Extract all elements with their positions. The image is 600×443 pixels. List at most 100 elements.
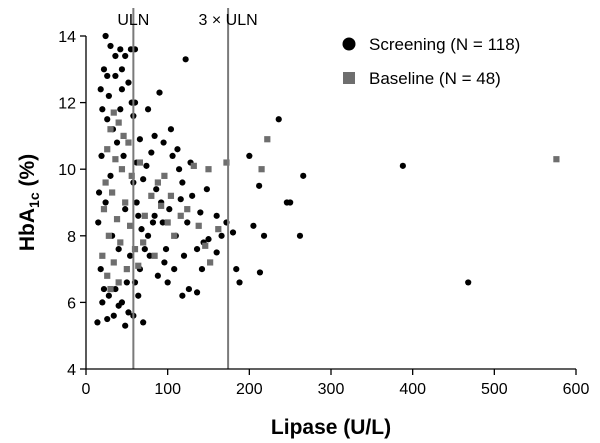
- data-point-screening: [112, 72, 119, 80]
- data-point-screening: [122, 52, 129, 60]
- data-point-screening: [169, 152, 176, 159]
- data-point-baseline: [264, 136, 271, 143]
- data-point-screening: [153, 186, 160, 193]
- data-point-screening: [185, 285, 192, 293]
- x-tick-label: 200: [236, 381, 263, 398]
- data-point-baseline: [100, 206, 108, 213]
- data-point-baseline: [148, 192, 155, 199]
- data-point-baseline: [131, 246, 139, 253]
- x-tick-label: 0: [82, 381, 91, 398]
- data-point-baseline: [161, 172, 168, 179]
- data-point-baseline: [123, 266, 130, 273]
- data-point-baseline: [112, 156, 119, 163]
- data-point-screening: [112, 52, 119, 60]
- data-point-screening: [174, 146, 181, 153]
- legend: Screening (N = 118) Baseline (N = 48): [342, 35, 520, 88]
- data-point-screening: [118, 299, 126, 306]
- x-tick-label: 600: [563, 381, 590, 398]
- data-point-baseline: [110, 109, 117, 116]
- data-point-baseline: [107, 126, 114, 133]
- axes: 0 100 200 300 400 500 600 4 6 8 10 12 14: [58, 29, 589, 398]
- data-point-screening: [182, 56, 189, 63]
- data-point-screening: [99, 106, 106, 113]
- y-axis-title: HbA1c (%): [16, 154, 42, 251]
- data-point-screening: [104, 116, 111, 123]
- data-point-screening: [162, 246, 170, 253]
- reference-label-3x-uln: 3 × ULN: [199, 12, 258, 29]
- data-point-screening: [160, 139, 167, 146]
- data-point-screening: [94, 319, 101, 326]
- data-point-baseline: [125, 139, 132, 146]
- reference-lines: ULN 3 × ULN: [117, 8, 258, 369]
- data-point-screening: [151, 212, 158, 219]
- data-point-screening: [99, 299, 106, 306]
- data-point-screening: [300, 172, 307, 179]
- legend-marker-screening: [342, 37, 356, 51]
- data-point-screening: [110, 312, 117, 319]
- data-point-baseline: [136, 159, 143, 166]
- data-point-screening: [122, 322, 129, 329]
- y-axis-title-base: HbA: [16, 208, 39, 251]
- data-point-screening: [465, 279, 472, 286]
- data-point-screening: [107, 42, 114, 50]
- data-point-screening: [123, 279, 130, 286]
- data-point-baseline: [195, 222, 202, 229]
- y-tick-label: 10: [58, 162, 76, 179]
- data-point-screening: [167, 126, 175, 133]
- data-point-screening: [149, 219, 157, 226]
- data-point-screening: [177, 196, 184, 203]
- data-point-baseline: [117, 239, 124, 246]
- data-point-screening: [213, 212, 220, 219]
- data-point-baseline: [135, 262, 142, 269]
- data-point-screening: [115, 246, 122, 253]
- y-axis-title-subscript: 1c: [26, 192, 42, 208]
- data-point-screening: [256, 269, 264, 276]
- data-point-baseline: [154, 179, 161, 186]
- data-point-baseline: [102, 179, 109, 186]
- data-point-baseline: [128, 172, 135, 179]
- data-point-screening: [218, 232, 225, 239]
- data-point-baseline: [120, 132, 127, 139]
- legend-label-screening: Screening (N = 118): [369, 35, 520, 54]
- data-point-screening: [133, 199, 140, 206]
- data-point-baseline: [190, 162, 197, 169]
- data-point-screening: [144, 106, 152, 113]
- data-point-screening: [135, 212, 142, 219]
- data-point-screening: [246, 152, 253, 159]
- y-tick-label: 14: [58, 29, 76, 46]
- data-point-screening: [113, 139, 121, 146]
- data-point-screening: [203, 186, 210, 193]
- data-point-screening: [118, 66, 126, 73]
- data-point-screening: [233, 266, 240, 273]
- data-point-baseline: [553, 156, 560, 163]
- y-tick-label: 8: [67, 229, 76, 246]
- data-point-screening: [117, 106, 124, 113]
- data-point-screening: [146, 252, 153, 259]
- data-point-screening: [100, 285, 108, 293]
- data-point-screening: [179, 292, 186, 299]
- data-point-screening: [97, 266, 104, 273]
- data-point-screening: [95, 219, 102, 226]
- data-point-screening: [171, 266, 178, 273]
- data-point-screening: [166, 206, 173, 213]
- legend-marker-baseline: [343, 72, 355, 84]
- data-point-screening: [156, 89, 163, 96]
- data-point-baseline: [167, 192, 175, 199]
- data-point-baseline: [113, 216, 121, 223]
- data-point-screening: [102, 199, 109, 206]
- data-point-screening: [144, 232, 152, 239]
- data-point-screening: [143, 162, 150, 169]
- data-point-screening: [260, 232, 268, 239]
- data-point-screening: [100, 66, 108, 73]
- data-point-baseline: [104, 146, 111, 153]
- data-point-screening: [193, 246, 201, 253]
- data-point-screening: [250, 222, 257, 229]
- series-baseline: [99, 109, 560, 293]
- data-point-screening: [164, 279, 171, 286]
- data-point-screening: [122, 206, 129, 213]
- data-point-screening: [140, 176, 147, 183]
- data-point-screening: [236, 279, 243, 286]
- x-axis-title: Lipase (U/L): [271, 416, 391, 439]
- data-point-baseline: [99, 252, 106, 259]
